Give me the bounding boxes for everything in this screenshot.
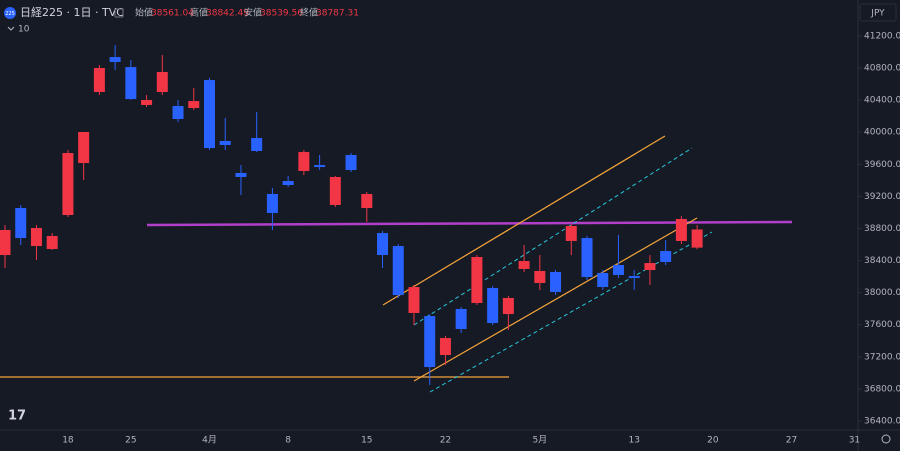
candle-body	[46, 236, 58, 250]
candle-body	[125, 67, 137, 100]
candle-body	[109, 57, 121, 62]
ohlc-label: 高値	[190, 7, 208, 19]
x-tick-label: 4月	[202, 435, 217, 446]
price-axis-bg	[858, 0, 900, 451]
candle-body	[298, 152, 310, 171]
candle-body	[78, 131, 90, 164]
ohlc-label: 始値	[135, 7, 153, 19]
x-tick-label: 31	[849, 436, 860, 446]
y-tick-label: 40800.00	[864, 64, 900, 74]
candle-body	[565, 225, 577, 241]
candle-body	[534, 270, 546, 284]
candle-body	[314, 165, 326, 168]
candle-body	[502, 298, 514, 315]
axes: 36400.00 36800.00 37200.00 37600.00 38000.00…	[62, 32, 900, 446]
y-tick-label: 36800.00	[864, 384, 900, 394]
x-tick-label: 20	[707, 436, 719, 446]
tv-logo[interactable]: 17	[8, 409, 26, 424]
candle-body	[15, 208, 27, 239]
x-tick-label: 8	[285, 436, 291, 446]
y-tick-label: 40000.00	[864, 128, 900, 138]
x-tick-label: 15	[361, 436, 372, 446]
y-tick-label: 36400.00	[864, 416, 900, 426]
y-tick-label: 37200.00	[864, 352, 900, 362]
candle-body	[439, 338, 451, 356]
time-axis-bg	[0, 430, 900, 451]
candle-body	[141, 100, 153, 105]
candle-body	[251, 138, 263, 152]
candle-body	[203, 80, 215, 149]
candle-body	[377, 233, 389, 256]
x-tick-label: 22	[440, 436, 451, 446]
candle-body	[455, 308, 467, 330]
candle-body	[487, 287, 499, 324]
candle-body	[219, 140, 231, 145]
candle-body	[597, 272, 609, 288]
y-tick-label: 39200.00	[864, 192, 900, 202]
y-tick-label: 38800.00	[864, 224, 900, 234]
ohlc-value: 38842.49	[206, 9, 249, 19]
channel-lower	[413, 217, 698, 382]
candle-body	[345, 155, 357, 171]
candle-body	[550, 272, 562, 292]
settings-icon[interactable]	[881, 434, 891, 444]
candle-body	[675, 219, 687, 241]
channel-dashed-lower	[429, 231, 713, 393]
candle-body	[424, 316, 436, 368]
ohlc-value: 38787.31	[316, 9, 359, 19]
currency-box[interactable]	[859, 3, 897, 22]
candle-body	[93, 68, 105, 92]
candle-body	[188, 101, 200, 109]
candle-body	[0, 229, 11, 256]
x-tick-label: 13	[628, 436, 639, 446]
candle-body	[392, 246, 404, 296]
y-tick-label: 38000.00	[864, 288, 900, 298]
badge-text: 225	[5, 11, 15, 17]
channel-upper	[382, 135, 666, 306]
candle-body	[172, 106, 184, 120]
x-tick-label: 25	[125, 436, 136, 446]
candle-body	[30, 227, 42, 247]
candle-body	[691, 229, 703, 248]
collapse-icon[interactable]	[7, 26, 15, 31]
candle-body	[660, 251, 672, 262]
symbol-badge	[4, 7, 16, 19]
x-tick-label: 5月	[532, 435, 547, 446]
candle-body	[156, 72, 168, 92]
indicator-count[interactable]: 10	[18, 25, 30, 35]
candle-body	[408, 287, 420, 313]
ohlc-label: 安値	[244, 7, 262, 19]
x-tick-label: 18	[62, 436, 74, 446]
channel-dashed-upper	[413, 147, 693, 326]
candle-body	[628, 276, 640, 279]
candle-body	[329, 176, 341, 205]
x-tick-label: 27	[786, 436, 797, 446]
y-tick-label: 40400.00	[864, 96, 900, 106]
candle-body	[518, 261, 530, 269]
ohlc-value: 38561.04	[151, 9, 194, 19]
candle-body	[282, 180, 294, 186]
candle-body	[471, 257, 483, 303]
candle-body	[62, 153, 74, 215]
y-tick-label: 41200.00	[864, 32, 900, 42]
y-tick-label: 37600.00	[864, 320, 900, 330]
candle-body	[644, 263, 656, 271]
candles	[0, 44, 703, 386]
currency: JPY	[870, 9, 885, 19]
y-tick-label: 38400.00	[864, 256, 900, 266]
candle-body	[581, 238, 593, 277]
candle-body	[361, 193, 373, 209]
candle-body	[266, 193, 278, 213]
y-tick-label: 39600.00	[864, 160, 900, 170]
candle-body	[612, 265, 624, 275]
candle-body	[235, 172, 247, 177]
eye-icon[interactable]	[114, 8, 124, 18]
ohlc-value: 38539.56	[260, 9, 303, 19]
symbol: 日経225 · 1日 · TVC	[20, 6, 124, 19]
ohlc-label: 終値	[300, 7, 318, 19]
